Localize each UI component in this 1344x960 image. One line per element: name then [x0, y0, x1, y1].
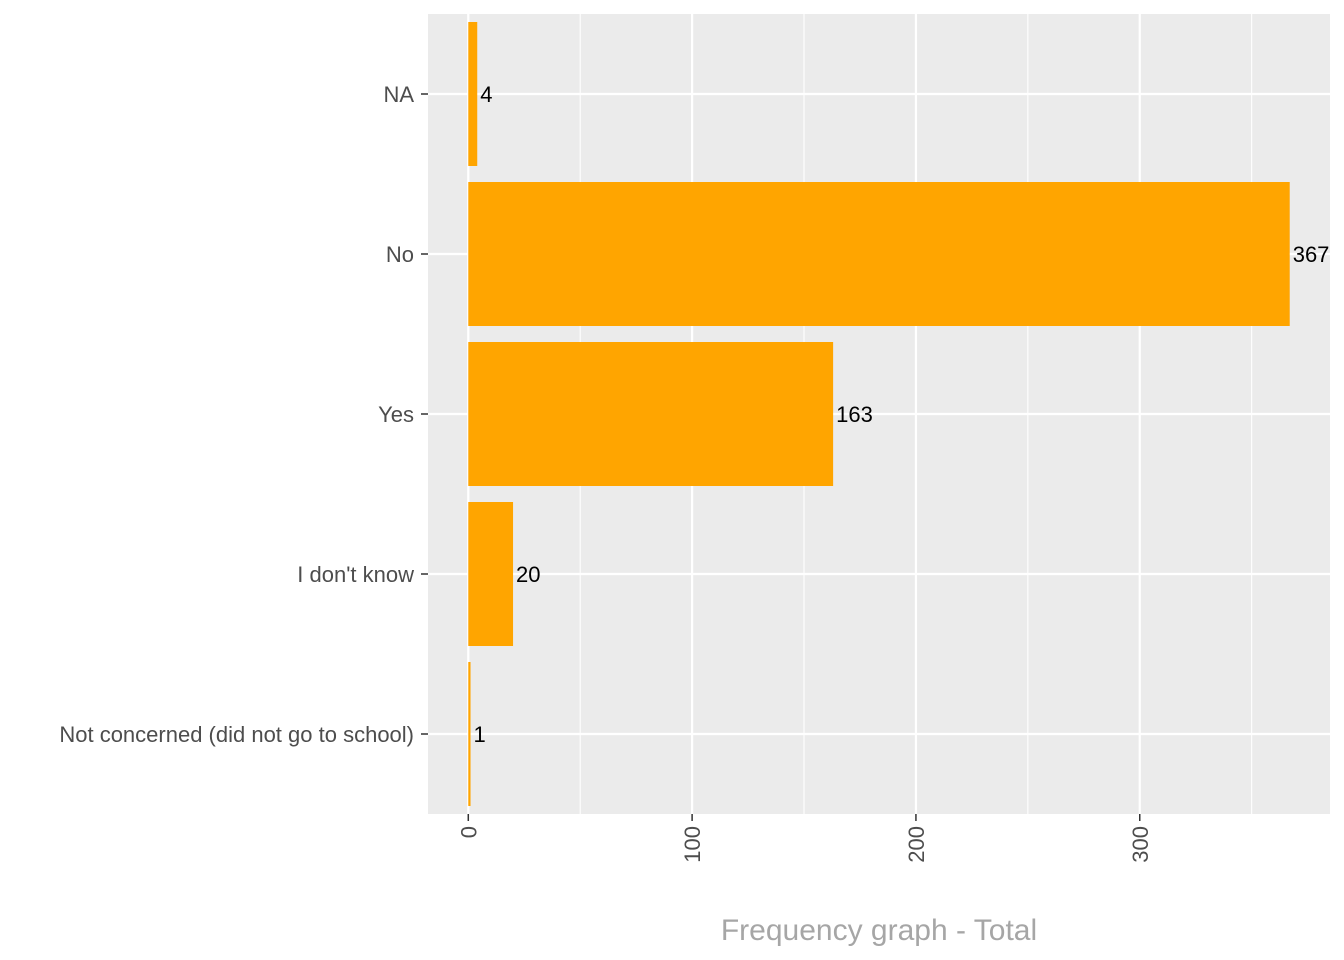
bar-3 — [468, 502, 514, 646]
bar-4 — [468, 662, 471, 806]
y-tick-label: NA — [383, 82, 414, 107]
bars — [468, 22, 1290, 806]
y-tick-label: I don't know — [297, 562, 414, 587]
bar-1 — [468, 182, 1290, 326]
data-label-3: 20 — [516, 562, 540, 587]
data-label-4: 1 — [474, 722, 486, 747]
x-axis-title: Frequency graph - Total — [721, 914, 1037, 947]
data-label-2: 163 — [836, 402, 873, 427]
x-tick-label: 300 — [1128, 826, 1153, 863]
y-tick-label: No — [386, 242, 414, 267]
x-tick-label: 0 — [456, 826, 481, 838]
data-label-1: 367 — [1293, 242, 1330, 267]
x-tick-label: 200 — [904, 826, 929, 863]
y-tick-label: Not concerned (did not go to school) — [59, 722, 414, 747]
y-tick-label: Yes — [378, 402, 414, 427]
bar-2 — [468, 342, 834, 486]
bar-0 — [468, 22, 478, 166]
data-labels: 4 367 163 20 1 — [474, 82, 1330, 747]
axes: NA No Yes I don't know Not concerned (did no… — [59, 82, 1152, 863]
data-label-0: 4 — [480, 82, 492, 107]
x-tick-label: 100 — [680, 826, 705, 863]
